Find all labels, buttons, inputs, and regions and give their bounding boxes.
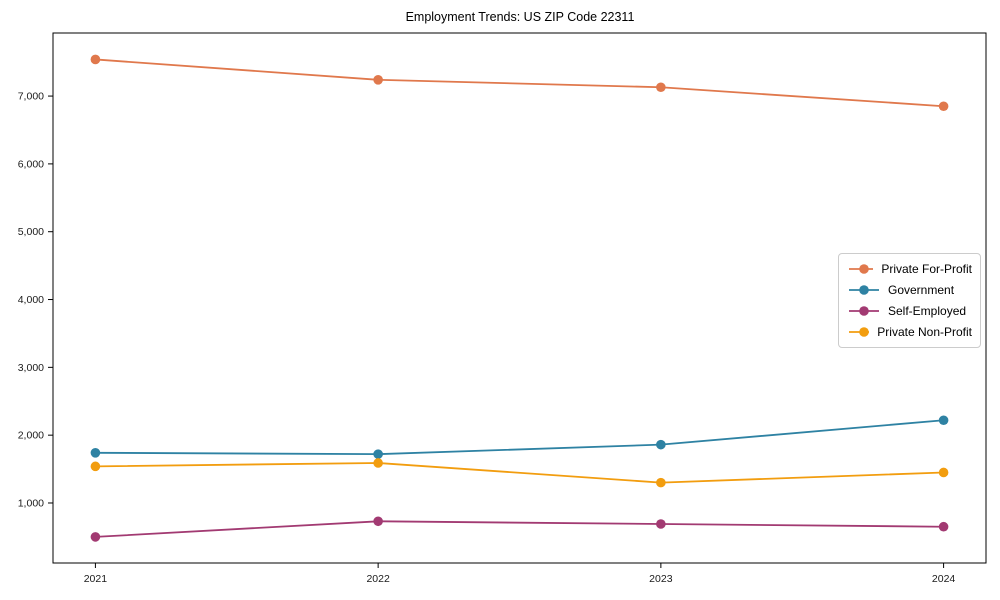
y-tick-label: 1,000 — [18, 497, 44, 509]
data-point-private-non-profit-2022 — [373, 458, 383, 468]
legend-item-private-non-profit: Private Non-Profit — [848, 324, 972, 340]
legend: Private For-Profit Government Self-Employe… — [838, 253, 981, 348]
data-point-government-2022 — [373, 449, 383, 459]
data-point-self-employed-2021 — [90, 532, 101, 542]
legend-item-government: Government — [848, 282, 972, 298]
x-tick-label: 2023 — [649, 573, 673, 585]
x-tick-label: 2024 — [932, 573, 956, 585]
legend-label-government: Government — [888, 283, 955, 297]
plot-frame — [52, 32, 987, 564]
legend-item-self-employed: Self-Employed — [848, 303, 972, 319]
legend-dot-icon — [859, 306, 869, 316]
y-tick-label: 2,000 — [18, 430, 44, 442]
legend-marker-icon — [849, 327, 870, 337]
series-line-government — [95, 419, 944, 456]
data-point-self-employed-2023 — [656, 519, 666, 529]
data-point-private-for-profit-2024 — [938, 101, 949, 112]
x-tick-label: 2021 — [84, 573, 108, 585]
data-point-government-2024 — [938, 415, 949, 426]
data-point-government-2023 — [656, 439, 666, 450]
data-point-private-non-profit-2023 — [656, 477, 666, 488]
x-tick-label: 2022 — [366, 573, 390, 585]
legend-marker-icon — [849, 285, 879, 295]
legend-label-self-employed: Self-Employed — [888, 304, 967, 318]
y-tick-label: 6,000 — [18, 158, 44, 170]
data-point-private-non-profit-2021 — [90, 461, 101, 472]
data-point-private-for-profit-2021 — [90, 54, 101, 65]
y-tick-label: 3,000 — [18, 362, 44, 374]
data-point-government-2021 — [90, 447, 101, 458]
legend-label-private-for-profit: Private For-Profit — [881, 262, 972, 276]
data-point-private-for-profit-2023 — [656, 82, 666, 93]
series-line-private-for-profit — [95, 58, 944, 108]
legend-marker-icon — [849, 264, 874, 274]
data-point-private-for-profit-2022 — [373, 74, 383, 85]
legend-label-private-non-profit: Private Non-Profit — [877, 325, 972, 339]
series-line-self-employed — [95, 520, 944, 538]
legend-item-private-for-profit: Private For-Profit — [848, 261, 972, 277]
y-tick-label: 5,000 — [18, 226, 44, 238]
legend-dot-icon — [859, 264, 869, 274]
legend-marker-icon — [849, 306, 879, 316]
y-tick-label: 4,000 — [18, 294, 44, 306]
legend-dot-icon — [859, 285, 869, 295]
legend-dot-icon — [859, 327, 869, 337]
data-point-self-employed-2022 — [373, 516, 383, 527]
series-line-private-non-profit — [95, 462, 944, 484]
y-tick-label: 7,000 — [18, 91, 44, 103]
data-point-private-non-profit-2024 — [938, 467, 949, 478]
chart-title: Employment Trends: US ZIP Code 22311 — [405, 10, 635, 24]
data-point-self-employed-2024 — [938, 521, 949, 532]
